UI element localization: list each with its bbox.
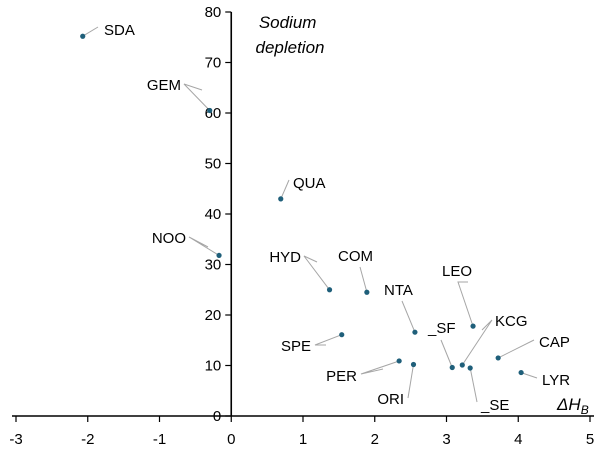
y-tick-label: 10 xyxy=(205,358,222,375)
data-point xyxy=(410,361,417,368)
data-point xyxy=(467,365,473,371)
point-label: NTA xyxy=(384,282,413,299)
y-tick-label: 40 xyxy=(205,206,222,223)
point-label: KCG xyxy=(495,313,528,330)
leader-line xyxy=(360,360,400,375)
leader-line xyxy=(469,367,478,403)
data-point xyxy=(449,364,455,371)
leader-lines xyxy=(82,26,538,403)
leader-line xyxy=(457,281,474,327)
leader-line xyxy=(359,266,368,293)
data-points xyxy=(80,33,524,376)
leader-line xyxy=(401,300,416,333)
x-axis-title: ΔHB xyxy=(556,395,589,417)
data-point xyxy=(326,287,333,293)
data-point xyxy=(518,369,524,376)
data-point xyxy=(412,329,418,335)
data-point xyxy=(470,323,476,329)
point-label: COM xyxy=(338,248,373,265)
data-point xyxy=(364,289,370,295)
y-tick-label: 20 xyxy=(205,307,222,324)
y-axis-title-line-1: Sodium xyxy=(259,13,317,32)
data-point xyxy=(459,362,465,368)
leader-line xyxy=(314,334,342,346)
axis-titles: Sodium depletion ΔHB xyxy=(255,13,588,417)
leader-line xyxy=(497,339,535,359)
x-tick-label: 0 xyxy=(227,431,235,448)
data-point xyxy=(278,196,284,202)
point-labels: SDA GEM QUA NOO HYD COM NTA LEO _SF KCG _SE CAP LYR S… xyxy=(104,22,570,414)
point-label: ORI xyxy=(377,391,404,408)
x-tick-label: 2 xyxy=(371,431,379,448)
leader-line xyxy=(461,319,493,366)
x-tick-label: 3 xyxy=(442,431,450,448)
point-label: LYR xyxy=(542,372,570,389)
y-axis-title: Sodium depletion xyxy=(255,13,324,57)
leader-line xyxy=(280,179,290,200)
x-tick-label: 1 xyxy=(299,431,307,448)
x-tick-label: 5 xyxy=(586,431,594,448)
leader-line xyxy=(440,339,453,368)
data-point xyxy=(339,332,345,338)
leader-line xyxy=(188,236,220,256)
point-label: GEM xyxy=(147,77,181,94)
point-label: SPE xyxy=(281,338,311,355)
leader-line xyxy=(520,372,538,379)
point-label: SDA xyxy=(104,22,135,39)
point-label: QUA xyxy=(293,175,326,192)
data-point xyxy=(495,355,501,361)
point-label: NOO xyxy=(152,230,186,247)
y-tick-label: 50 xyxy=(205,156,222,173)
point-label: CAP xyxy=(539,334,570,351)
y-tick-label: 70 xyxy=(205,55,222,72)
x-tick-label: 4 xyxy=(514,431,522,448)
point-label: LEO xyxy=(442,263,472,280)
data-point xyxy=(396,358,402,364)
y-axis-title-line-2: depletion xyxy=(255,38,324,57)
leader-line xyxy=(407,364,414,399)
tick-marks xyxy=(15,11,591,422)
data-point xyxy=(216,252,222,259)
x-axis-title-subscript: B xyxy=(581,403,589,417)
point-label: _SE xyxy=(480,397,509,414)
y-tick-label: 30 xyxy=(205,257,222,274)
point-label: PER xyxy=(326,368,357,385)
y-tick-label: 0 xyxy=(213,408,221,425)
leader-line xyxy=(183,83,211,111)
x-tick-label: -2 xyxy=(81,431,94,448)
y-tick-label: 60 xyxy=(205,105,222,122)
x-tick-label: -3 xyxy=(9,431,22,448)
data-point xyxy=(80,33,86,39)
x-axis-title-main: ΔH xyxy=(556,395,581,414)
leader-line xyxy=(82,26,99,37)
leader-line xyxy=(303,255,330,291)
data-point xyxy=(207,107,213,114)
point-label: HYD xyxy=(269,249,301,266)
point-label: _SF xyxy=(427,320,456,337)
x-tick-label: -1 xyxy=(153,431,166,448)
axes xyxy=(12,12,594,417)
y-tick-label: 80 xyxy=(205,4,222,21)
